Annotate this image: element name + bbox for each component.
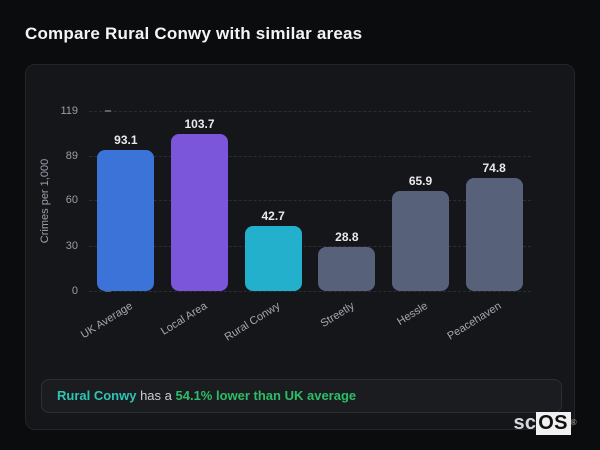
annotation-stat: 54.1% lower than UK average [175,388,357,403]
bar-local-area[interactable] [171,134,228,291]
bar-streetly[interactable] [318,247,376,291]
value-label-rural-conwy: 42.7 [261,209,285,224]
value-label-local-area: 103.7 [184,117,215,132]
scos-logo: sc OS ® [513,410,577,436]
grid-line-89 [89,156,531,158]
chart-card: Crimes per 1,000 0 30 60 89 119 93.1 UK Averag… [25,64,575,430]
logo-suffix: OS [536,412,571,435]
logo-prefix: sc [513,412,537,434]
value-label-hessle: 65.9 [408,174,433,189]
comparison-annotation: Rural Conwy has a 54.1% lower than UK av… [41,379,562,413]
grid-line-30 [89,245,531,247]
grid-line-60 [89,200,531,202]
grid-line-0 [89,291,531,292]
value-label-peacehaven: 74.8 [482,160,506,175]
x-axis-label-peacehaven: Peacehaven [445,300,504,343]
y-tick-label-0: 0 [71,285,78,297]
x-axis-label-streetly: Streetly [318,300,357,330]
bar-peacehaven[interactable] [465,177,523,291]
registered-mark-icon: ® [570,418,577,427]
value-label-streetly: 28.8 [335,230,359,245]
grid-line-119 [89,111,531,112]
annotation-area-name: Rural Conwy [57,388,137,403]
bar-chart: Crimes per 1,000 0 30 60 89 119 93.1 UK Averag… [26,65,574,429]
bar-rural-conwy[interactable] [244,226,302,291]
x-axis-label-local-area: Local Area [158,300,209,338]
bar-uk-average[interactable] [97,150,155,291]
y-tick-label-60: 60 [65,194,78,207]
annotation-connector: has a [136,388,176,403]
x-axis-label-uk-average: UK Average [79,300,136,342]
y-tick-label-119: 119 [60,105,78,117]
x-axis-label-hessle: Hessle [394,300,430,328]
bar-hessle[interactable] [392,191,449,291]
y-tick-mark [105,110,111,112]
x-axis-label-rural-conwy: Rural Conwy [222,300,283,344]
y-tick-label-89: 89 [65,150,78,163]
page-title: Compare Rural Conwy with similar areas [25,24,363,43]
y-tick-mark [105,290,111,292]
value-label-uk-average: 93.1 [114,133,138,148]
y-tick-label-30: 30 [65,239,78,252]
